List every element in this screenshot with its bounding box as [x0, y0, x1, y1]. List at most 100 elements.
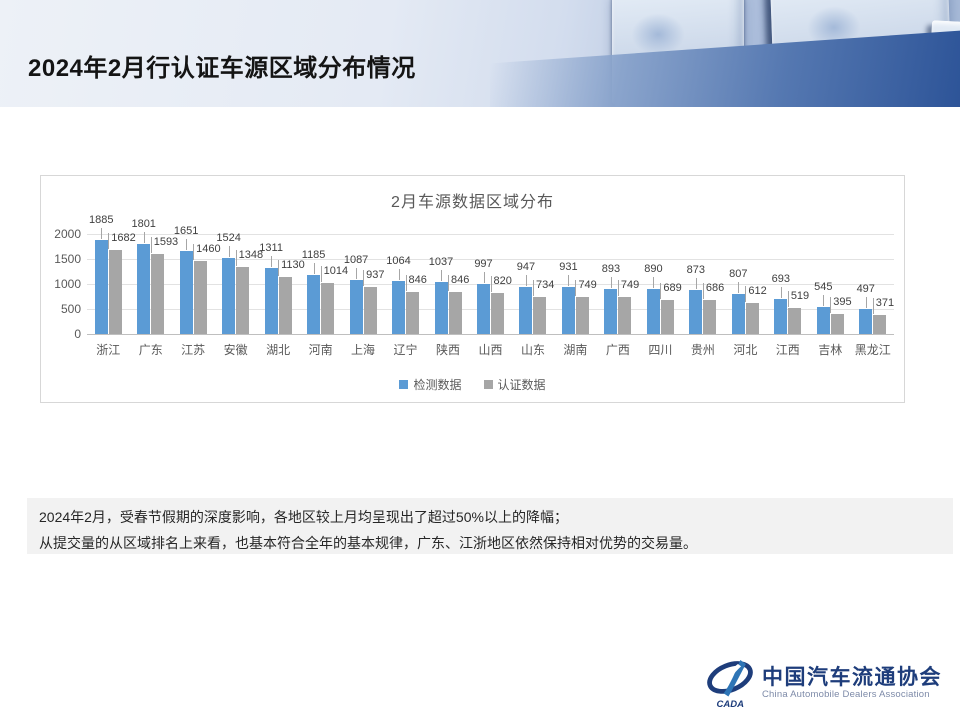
dlabel: 1130: [281, 259, 305, 271]
bar: [859, 309, 873, 334]
bar: [561, 287, 575, 334]
bar: [137, 244, 151, 334]
legend-label: 认证数据: [497, 378, 546, 392]
leader: [441, 270, 443, 281]
gridline: [87, 234, 894, 235]
leader: [278, 260, 280, 276]
dlabel: 545: [814, 281, 833, 293]
ytick: 500: [60, 302, 81, 316]
dlabel: 1682: [111, 232, 136, 244]
bar: [94, 240, 108, 334]
dlabel: 686: [705, 282, 725, 294]
legend-swatch-gray: [483, 380, 493, 389]
cada-name-english: China Automobile Dealers Association: [762, 689, 930, 700]
summary-line-1: 2024年2月，受春节假期的深度影响，各地区较上月均呈现出了超过50%以上的降幅…: [39, 509, 568, 525]
bar: [477, 284, 490, 334]
slide-title: 2024年2月行认证车源区域分布情况: [28, 55, 416, 82]
leader: [745, 286, 747, 302]
bar: [363, 287, 377, 334]
leader: [320, 266, 322, 282]
xlabel: 山东: [520, 343, 545, 357]
bar: [689, 290, 703, 334]
leader: [653, 277, 655, 288]
bar: [406, 292, 420, 334]
xlabel: 浙江: [96, 343, 121, 357]
bar: [236, 267, 250, 334]
leader: [235, 250, 237, 266]
dlabel: 371: [875, 297, 895, 309]
dlabel: 1885: [88, 214, 114, 226]
leader: [405, 275, 407, 291]
bar: [321, 283, 335, 334]
dlabel: 1185: [301, 249, 326, 261]
xlabel: 辽宁: [393, 343, 418, 357]
leader: [738, 282, 740, 293]
dlabel: 1348: [238, 249, 264, 261]
bar: [618, 297, 632, 334]
bar: [193, 261, 207, 334]
bar: [745, 303, 759, 334]
leader: [186, 239, 188, 250]
ytick: 1000: [54, 277, 81, 291]
dlabel: 846: [451, 274, 470, 286]
dlabel: 997: [474, 258, 493, 270]
dlabel: 749: [620, 279, 640, 291]
cada-acronym: CADA: [717, 699, 745, 710]
leader: [525, 275, 527, 286]
leader: [143, 232, 145, 243]
dlabel: 519: [790, 290, 810, 302]
bar: [703, 300, 717, 334]
dlabel: 612: [748, 285, 767, 297]
leader: [872, 298, 874, 314]
dlabel: 749: [578, 279, 597, 291]
bar: [816, 307, 830, 334]
leader: [568, 275, 570, 286]
legend-label: 检测数据: [413, 378, 462, 392]
bar: [349, 280, 363, 334]
dlabel: 873: [686, 264, 706, 276]
leader: [101, 228, 103, 239]
chart-legend: 检测数据 认证数据: [41, 376, 904, 393]
xlabel: 湖北: [266, 343, 291, 357]
ytick: 1500: [54, 252, 81, 266]
bar: [278, 277, 292, 334]
header-banner: [0, 0, 960, 107]
bar: [108, 250, 122, 334]
ytick: 0: [74, 327, 81, 341]
leader: [617, 280, 619, 296]
leader: [610, 277, 612, 288]
xlabel: 江西: [775, 343, 800, 357]
dlabel: 1311: [259, 242, 283, 254]
dlabel: 1064: [386, 255, 411, 267]
bar: [151, 254, 165, 334]
chart-panel: 2月车源数据区域分布 0 500 1000 1500 2000 1885 1682 浙江 180…: [40, 175, 905, 403]
gridline axis: [87, 334, 894, 335]
dlabel: 947: [516, 261, 536, 273]
dlabel: 893: [601, 263, 621, 275]
dlabel: 846: [408, 274, 427, 286]
xlabel: 湖南: [563, 343, 588, 357]
leader: [398, 269, 400, 280]
leader: [313, 263, 315, 274]
bar: [731, 294, 745, 334]
dlabel: 890: [644, 263, 663, 275]
bar: [307, 275, 321, 334]
bar: [264, 268, 278, 334]
bar: [519, 287, 533, 334]
dlabel: 1087: [343, 254, 369, 266]
dlabel: 1524: [216, 232, 241, 244]
leader: [490, 276, 492, 292]
summary-box: 2024年2月，受春节假期的深度影响，各地区较上月均呈现出了超过50%以上的降幅…: [27, 498, 953, 554]
summary-line-2: 从提交量的从区域排名上来看，也基本符合全年的基本规律，广东、江浙地区依然保持相对…: [39, 535, 697, 551]
xlabel: 广东: [138, 343, 163, 357]
leader: [228, 246, 230, 257]
leader: [823, 295, 825, 306]
dlabel: 1593: [153, 236, 179, 248]
dlabel: 693: [771, 273, 790, 285]
legend-item-certified: 认证数据: [483, 376, 546, 393]
leader: [271, 256, 273, 267]
leader: [660, 283, 662, 299]
leader: [150, 237, 152, 253]
leader: [363, 270, 365, 286]
